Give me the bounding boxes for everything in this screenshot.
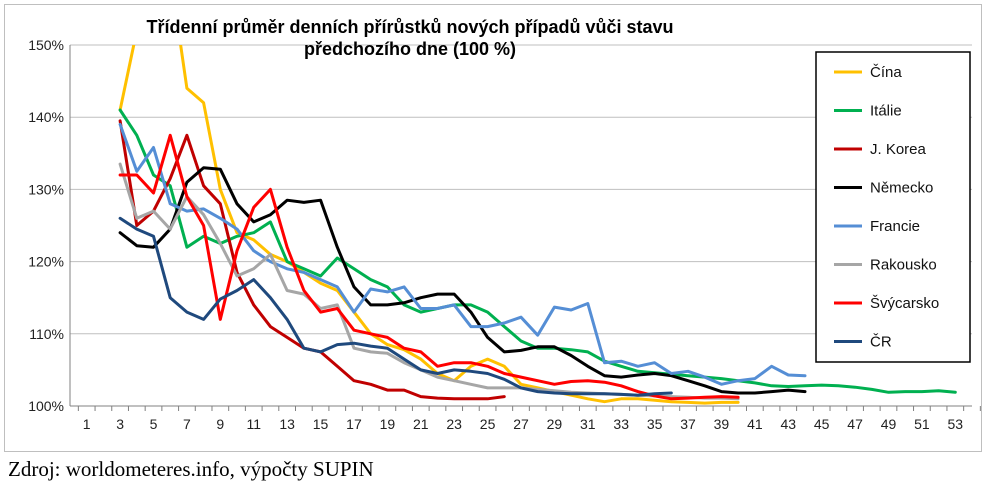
y-tick-label: 130% [28,181,64,197]
series-line [118,216,673,397]
legend-label: J. Korea [870,141,927,158]
axes: 100%110%120%130%140%150%1 3 5 7 9 11 13 15 17 19 2… [28,37,981,432]
series-lines [118,45,957,405]
x-tick-label: 35 [647,416,663,432]
legend-label: Itálie [870,103,902,120]
x-tick-label: 49 [881,416,897,432]
x-tick-label: 33 [613,416,629,432]
x-tick-label: 43 [780,416,796,432]
legend-label: Německo [870,180,933,197]
y-tick-label: 100% [28,398,64,414]
x-tick-label: 9 [216,416,224,432]
x-tick-label: 51 [914,416,930,432]
x-tick-label: 37 [680,416,696,432]
x-tick-label: 7 [183,416,191,432]
series-line [118,133,740,401]
x-tick-label: 13 [279,416,295,432]
x-tick-label: 23 [446,416,462,432]
x-tick-label: 27 [513,416,529,432]
x-tick-label: 39 [714,416,730,432]
legend: Čína Itálie J. Korea Německo Francie Rakousko… [815,51,971,363]
series-line [118,166,807,395]
series-line [118,45,740,405]
y-tick-label: 140% [28,109,64,125]
y-tick-label: 150% [28,37,64,53]
x-tick-label: 53 [948,416,964,432]
x-tick-label: 11 [246,416,261,432]
legend-label: Francie [870,218,920,235]
legend-label: Rakousko [870,257,937,274]
legend-label: Švýcarsko [870,295,939,312]
legend-label: Čína [870,64,902,81]
x-tick-label: 29 [547,416,563,432]
legend-box [815,51,971,363]
x-tick-label: 5 [150,416,158,432]
legend-label: ČR [870,334,892,351]
x-tick-label: 15 [313,416,329,432]
x-tick-label: 41 [747,416,763,432]
x-tick-label: 17 [346,416,362,432]
x-tick-label: 1 [83,416,91,432]
x-tick-label: 31 [580,416,596,432]
x-tick-label: 25 [480,416,496,432]
x-tick-label: 3 [116,416,124,432]
chart-title: Třídenní průměr denních přírůstků nových… [146,17,674,59]
source-note: Zdroj: worldometeres.info, výpočty SUPIN [8,457,374,481]
y-tick-label: 110% [29,326,64,342]
series-line [118,122,807,386]
y-tick-label: 120% [28,254,64,270]
x-tick-label: 21 [413,416,429,432]
x-tick-label: 19 [380,416,396,432]
x-tick-label: 45 [814,416,830,432]
x-tick-label: 47 [847,416,863,432]
